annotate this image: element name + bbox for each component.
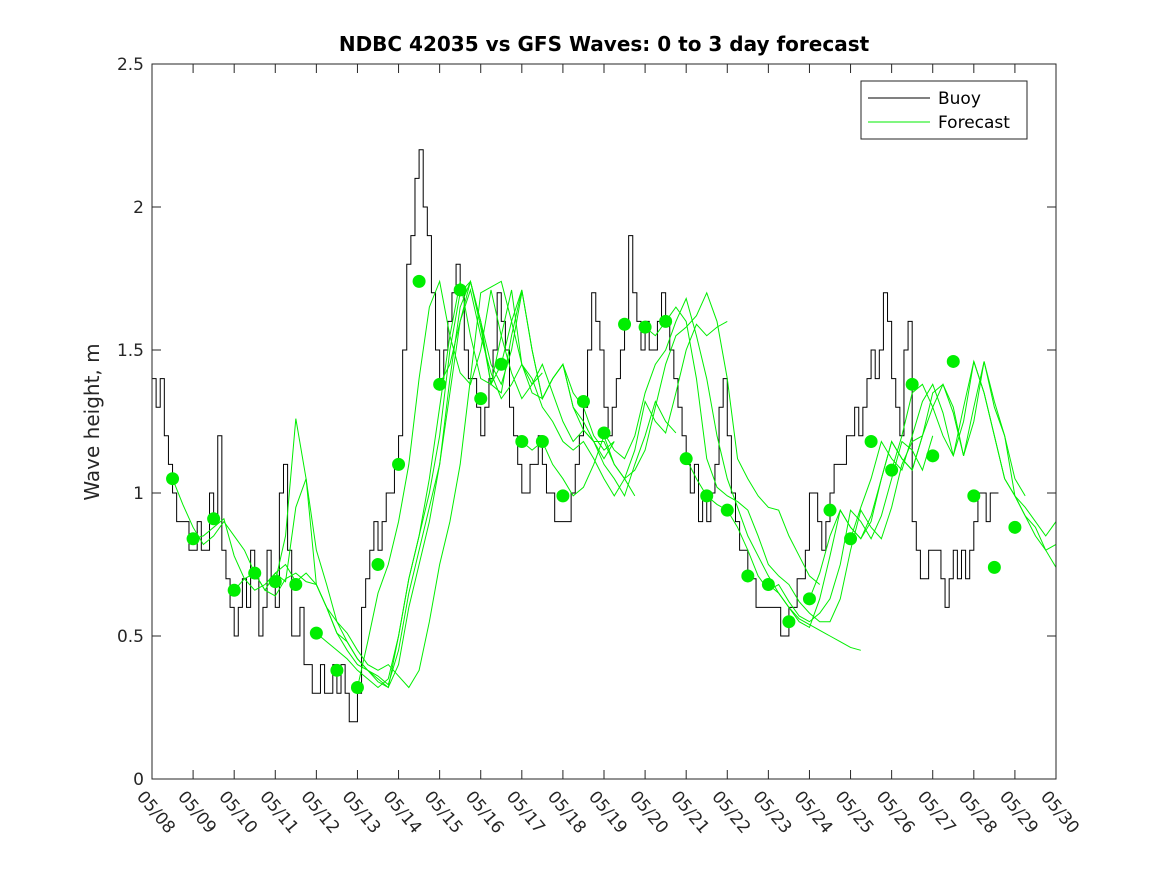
y-axis-label: Wave height, m — [80, 343, 104, 500]
forecast-marker-point — [227, 583, 241, 597]
forecast-marker-point — [289, 578, 303, 592]
legend-buoy-label: Buoy — [938, 89, 981, 109]
forecast-marker-point — [885, 463, 899, 477]
forecast-marker-point — [946, 354, 960, 368]
forecast-marker-point — [926, 449, 940, 463]
forecast-marker-point — [494, 357, 508, 371]
y-tick-label: 2.5 — [117, 55, 144, 75]
forecast-marker-point — [741, 569, 755, 583]
y-tick-label: 0.5 — [117, 627, 144, 647]
forecast-marker-point — [967, 489, 981, 503]
forecast-marker-point — [987, 560, 1001, 574]
forecast-marker-point — [905, 377, 919, 391]
forecast-marker-point — [453, 283, 467, 297]
forecast-marker-point — [433, 377, 447, 391]
forecast-marker-point — [638, 320, 652, 334]
legend-forecast-label: Forecast — [938, 113, 1010, 133]
forecast-run-line-14 — [891, 361, 1056, 569]
plot-layer — [152, 149, 1056, 723]
forecast-marker-point — [412, 274, 426, 288]
forecast-marker-point — [330, 663, 344, 677]
forecast-marker-point — [392, 457, 406, 471]
forecast-run-line-5 — [356, 279, 677, 688]
forecast-marker-point — [474, 392, 488, 406]
forecast-run-line-8 — [603, 297, 861, 651]
forecast-marker-point — [618, 317, 632, 331]
forecast-run-line-13 — [850, 359, 1056, 551]
forecast-marker-point — [802, 592, 816, 606]
forecast-marker-point — [309, 626, 323, 640]
forecast-marker-point — [186, 532, 200, 546]
forecast-marker-point — [720, 503, 734, 517]
forecast-marker-point — [515, 435, 529, 449]
forecast-marker-point — [166, 472, 180, 486]
forecast-marker-point — [1008, 520, 1022, 534]
forecast-marker-point — [844, 532, 858, 546]
forecast-marker-point — [659, 314, 673, 328]
legend: Buoy Forecast — [860, 80, 1028, 140]
forecast-run-line-9 — [644, 306, 923, 623]
forecast-run-line-4 — [316, 281, 636, 689]
forecast-marker-point — [535, 435, 549, 449]
forecast-run-line-6 — [439, 288, 728, 497]
forecast-marker-point — [823, 503, 837, 517]
chart-title: NDBC 42035 vs GFS Waves: 0 to 3 day fore… — [339, 32, 870, 56]
forecast-marker-point — [597, 426, 611, 440]
forecast-marker-point — [268, 575, 282, 589]
forecast-marker-point — [371, 558, 385, 571]
forecast-run-line-12 — [808, 361, 1056, 600]
forecast-run-line-0 — [172, 280, 543, 689]
forecast-marker-point — [782, 615, 796, 629]
forecast-run-line-7 — [521, 291, 821, 585]
y-tick-label: 2 — [133, 198, 144, 218]
y-tick-label: 1 — [133, 484, 144, 504]
forecast-marker-point — [576, 394, 590, 408]
y-tick-label: 0 — [133, 770, 144, 790]
legend-box — [860, 80, 1028, 140]
forecast-marker-point — [350, 680, 364, 694]
forecast-marker-point — [679, 452, 693, 466]
forecast-marker-point — [556, 489, 570, 503]
forecast-marker-point — [864, 435, 878, 449]
forecast-marker-point — [761, 578, 775, 592]
forecast-marker-point — [207, 512, 221, 526]
y-tick-label: 1.5 — [117, 341, 144, 361]
forecast-marker-point — [700, 489, 714, 503]
forecast-marker-point — [248, 566, 262, 580]
